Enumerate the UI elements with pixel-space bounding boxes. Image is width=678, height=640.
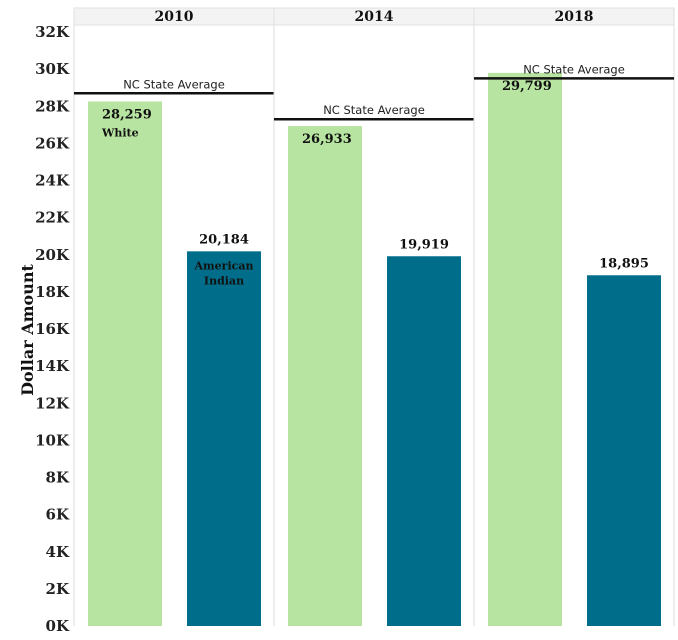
bar-white: [488, 72, 562, 626]
y-tick-label: 22K: [35, 209, 70, 227]
series-label-white: White: [101, 126, 139, 139]
nc-state-average-label: NC State Average: [323, 103, 425, 117]
y-tick-label: 26K: [35, 134, 70, 152]
y-tick-label: 30K: [35, 60, 70, 78]
y-tick-label: 10K: [35, 431, 70, 449]
y-tick-label: 0K: [46, 617, 70, 635]
y-tick-label: 18K: [35, 283, 70, 301]
y-axis-title: Dollar Amount: [18, 264, 37, 396]
bar-value-label: 20,184: [199, 232, 249, 247]
y-tick-label: 6K: [46, 506, 70, 524]
bar-white: [288, 126, 362, 627]
y-tick-label: 28K: [35, 97, 70, 115]
y-tick-label: 24K: [35, 172, 70, 190]
bar-white: [88, 101, 162, 626]
y-tick-label: 4K: [46, 543, 70, 561]
bar-value-label: 19,919: [399, 237, 449, 252]
bar-value-label: 18,895: [599, 256, 649, 271]
series-label-american-indian: Indian: [204, 274, 244, 287]
bar-value-label: 28,259: [102, 107, 152, 122]
panel-year-label: 2018: [555, 9, 594, 25]
y-tick-label: 12K: [35, 394, 70, 412]
y-tick-label: 20K: [35, 246, 70, 264]
y-tick-label: 16K: [35, 320, 70, 338]
bar-value-label: 26,933: [302, 132, 352, 147]
y-tick-label: 14K: [35, 357, 70, 375]
bar-american-indian: [587, 275, 661, 626]
bar-value-label: 29,799: [502, 79, 552, 94]
y-tick-label: 2K: [46, 580, 70, 598]
year-panels: 2010 NC State Average 28,259 20,184 White Ame…: [73, 7, 675, 627]
y-tick-label: 32K: [35, 23, 70, 41]
y-tick-label: 8K: [46, 469, 70, 487]
panel-year-label: 2014: [355, 9, 394, 25]
series-label-american-indian: American: [194, 259, 254, 272]
nc-state-average-label: NC State Average: [523, 62, 625, 76]
bar-american-indian: [187, 251, 261, 626]
panel-year-label: 2010: [155, 9, 194, 25]
nc-state-average-label: NC State Average: [123, 77, 225, 91]
bar-american-indian: [387, 256, 461, 626]
y-axis-ticks: 0K 2K 4K 6K 8K 10K 12K 14K 16K 18K 20K 22K 24K 26K 28K…: [35, 23, 70, 635]
